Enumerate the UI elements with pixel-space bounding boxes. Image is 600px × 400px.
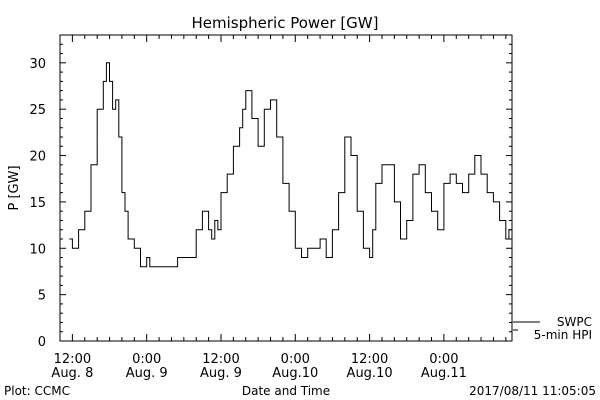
x-tick-label-time: 0:00 xyxy=(132,352,161,367)
y-tick-label: 0 xyxy=(38,335,46,350)
x-tick-label-date: Aug. 8 xyxy=(51,366,93,381)
x-tick-label-time: 0:00 xyxy=(281,352,310,367)
x-tick-label-time: 12:00 xyxy=(202,352,239,367)
y-tick-label: 5 xyxy=(38,289,46,304)
legend-label-hpi: 5-min HPI xyxy=(534,328,592,342)
x-axis-label: Date and Time xyxy=(242,384,330,398)
footer-plot-credit: Plot: CCMC xyxy=(4,384,70,398)
y-tick-label: 10 xyxy=(29,242,46,257)
x-tick-label-date: Aug. 9 xyxy=(200,366,242,381)
x-tick-label-date: Aug. 9 xyxy=(126,366,168,381)
x-tick-label-date: Aug.10 xyxy=(347,366,393,381)
chart-title: Hemispheric Power [GW] xyxy=(192,14,379,32)
y-tick-label: 20 xyxy=(29,150,46,165)
y-axis-ticks: 0 5 10 15 20 25 30 xyxy=(29,34,512,350)
x-tick-label-time: 12:00 xyxy=(54,352,91,367)
y-tick-label: 30 xyxy=(29,57,46,72)
legend-label-swpc: SWPC xyxy=(557,315,592,329)
footer-timestamp: 2017/08/11 11:05:05 xyxy=(469,384,596,398)
y-tick-label: 15 xyxy=(29,196,46,211)
x-tick-label-time: 0:00 xyxy=(429,352,458,367)
y-axis-label: P [GW] xyxy=(7,165,22,210)
x-tick-label-date: Aug.11 xyxy=(421,366,467,381)
x-tick-label-date: Aug.10 xyxy=(272,366,318,381)
plot-area-frame xyxy=(59,34,513,342)
x-tick-label-time: 12:00 xyxy=(351,352,388,367)
series-line-5-min-hpi xyxy=(69,62,513,268)
y-tick-label: 25 xyxy=(29,103,46,118)
